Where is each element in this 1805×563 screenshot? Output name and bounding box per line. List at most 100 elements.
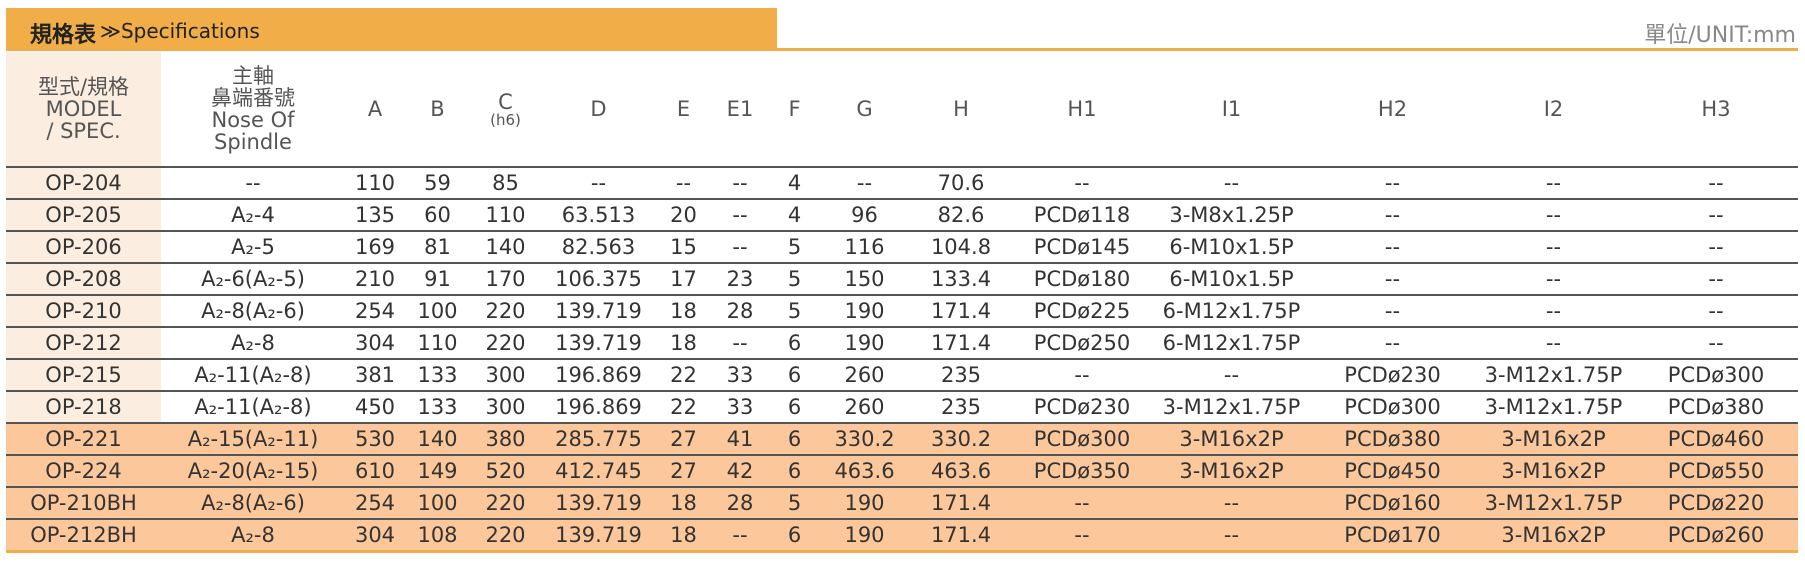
- table-cell: 304: [345, 327, 405, 360]
- table-cell: --: [1634, 167, 1798, 200]
- table-row: OP-221 A₂-15(A₂-11) 530 140 380 285.775 27 41 6 3…: [6, 423, 1798, 456]
- table-cell: PCDø300: [1013, 423, 1151, 456]
- table-cell: --: [711, 199, 769, 232]
- table-cell: 15: [656, 231, 711, 264]
- column-header: F: [769, 52, 820, 168]
- table-cell: --: [1151, 487, 1312, 520]
- table-cell: PCDø145: [1013, 231, 1151, 264]
- table-cell: 59: [405, 167, 470, 200]
- model-cell: OP-208: [6, 263, 161, 296]
- table-cell: --: [1013, 487, 1151, 520]
- table-cell: --: [1473, 295, 1634, 328]
- model-cell: OP-210: [6, 295, 161, 328]
- table-cell: 285.775: [541, 423, 656, 456]
- table-cell: A₂-4: [161, 199, 345, 232]
- table-cell: 85: [470, 167, 541, 200]
- table-cell: --: [1473, 327, 1634, 360]
- header-line: Spindle: [214, 130, 292, 154]
- table-cell: 171.4: [909, 519, 1013, 553]
- table-cell: --: [1151, 519, 1312, 553]
- table-cell: PCDø230: [1312, 359, 1473, 392]
- table-cell: 20: [656, 199, 711, 232]
- table-cell: PCDø300: [1312, 391, 1473, 424]
- table-cell: --: [1013, 519, 1151, 553]
- table-row: OP-212BH A₂-8 304 108 220 139.719 18 -- 6 190 171.…: [6, 519, 1798, 553]
- table-cell: PCDø180: [1013, 263, 1151, 296]
- table-cell: --: [1151, 167, 1312, 200]
- table-cell: 6-M10x1.5P: [1151, 263, 1312, 296]
- table-cell: --: [1634, 231, 1798, 264]
- table-cell: 5: [769, 263, 820, 296]
- table-cell: PCDø170: [1312, 519, 1473, 553]
- table-cell: 116: [820, 231, 909, 264]
- table-cell: 6: [769, 327, 820, 360]
- table-row: OP-205 A₂-4 135 60 110 63.513 20 -- 4 96 82.6 PCDø1…: [6, 199, 1798, 232]
- table-cell: 190: [820, 327, 909, 360]
- table-cell: PCDø300: [1634, 359, 1798, 392]
- column-header: E1: [711, 52, 769, 168]
- table-cell: PCDø550: [1634, 455, 1798, 488]
- table-cell: A₂-8: [161, 519, 345, 553]
- table-cell: 3-M16x2P: [1151, 423, 1312, 456]
- table-cell: 412.745: [541, 455, 656, 488]
- table-cell: 300: [470, 391, 541, 424]
- table-cell: 139.719: [541, 327, 656, 360]
- table-cell: 28: [711, 487, 769, 520]
- model-cell: OP-224: [6, 455, 161, 488]
- header-line: E: [676, 97, 691, 121]
- header-line: (h6): [490, 111, 521, 129]
- table-cell: 82.563: [541, 231, 656, 264]
- table-cell: 304: [345, 519, 405, 553]
- table-cell: PCDø380: [1634, 391, 1798, 424]
- table-cell: 63.513: [541, 199, 656, 232]
- table-cell: 96: [820, 199, 909, 232]
- table-cell: 60: [405, 199, 470, 232]
- table-cell: 33: [711, 391, 769, 424]
- table-cell: --: [161, 167, 345, 200]
- table-cell: 220: [470, 519, 541, 553]
- model-cell: OP-204: [6, 167, 161, 200]
- table-cell: 110: [405, 327, 470, 360]
- table-cell: A₂-5: [161, 231, 345, 264]
- table-cell: A₂-15(A₂-11): [161, 423, 345, 456]
- table-cell: 235: [909, 359, 1013, 392]
- table-cell: 170: [470, 263, 541, 296]
- table-cell: 610: [345, 455, 405, 488]
- table-cell: --: [1312, 263, 1473, 296]
- table-cell: 4: [769, 199, 820, 232]
- table-cell: --: [1634, 263, 1798, 296]
- table-cell: 196.869: [541, 359, 656, 392]
- table-cell: --: [1634, 295, 1798, 328]
- table-cell: PCDø118: [1013, 199, 1151, 232]
- table-cell: 133.4: [909, 263, 1013, 296]
- table-cell: --: [1473, 263, 1634, 296]
- table-cell: 100: [405, 295, 470, 328]
- model-cell: OP-205: [6, 199, 161, 232]
- header-line: I2: [1543, 97, 1564, 121]
- table-cell: 6-M12x1.75P: [1151, 295, 1312, 328]
- table-cell: --: [711, 519, 769, 553]
- table-cell: 169: [345, 231, 405, 264]
- table-cell: 330.2: [909, 423, 1013, 456]
- table-cell: 18: [656, 487, 711, 520]
- column-header: H1: [1013, 52, 1151, 168]
- table-cell: --: [1634, 199, 1798, 232]
- table-row: OP-212 A₂-8 304 110 220 139.719 18 -- 6 190 171.4 P…: [6, 327, 1798, 360]
- table-cell: 463.6: [820, 455, 909, 488]
- table-cell: 5: [769, 231, 820, 264]
- model-cell: OP-212BH: [6, 519, 161, 553]
- table-cell: --: [1013, 359, 1151, 392]
- table-row: OP-210 A₂-8(A₂-6) 254 100 220 139.719 18 28 5 190…: [6, 295, 1798, 328]
- table-cell: 133: [405, 391, 470, 424]
- header-line: MODEL: [45, 97, 122, 121]
- column-header: H2: [1312, 52, 1473, 168]
- table-cell: 171.4: [909, 487, 1013, 520]
- header-line: 型式/規格: [37, 75, 130, 99]
- table-row: OP-208 A₂-6(A₂-5) 210 91 170 106.375 17 23 5 150 1…: [6, 263, 1798, 296]
- column-header: G: [820, 52, 909, 168]
- header-row: 型式/規格 MODEL / SPEC. 主軸 鼻端番號 Nose Of Spindle A B C…: [6, 52, 1798, 168]
- header-line: F: [788, 97, 801, 121]
- model-cell: OP-221: [6, 423, 161, 456]
- table-cell: 6-M10x1.5P: [1151, 231, 1312, 264]
- table-cell: PCDø460: [1634, 423, 1798, 456]
